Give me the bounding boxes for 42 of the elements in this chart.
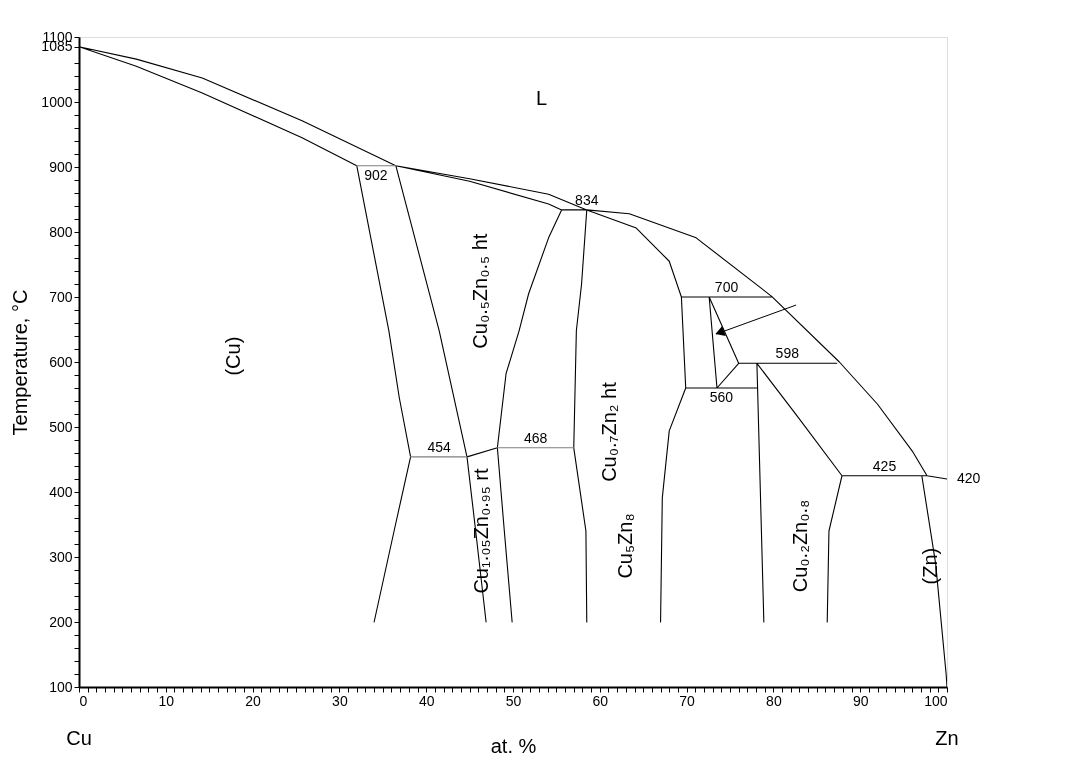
x-tick-label: 30 — [332, 692, 348, 709]
text: Zn — [935, 727, 959, 749]
y-tick-label: 100 — [49, 678, 73, 695]
annotation: 834 — [575, 191, 599, 208]
x-tick-label: 90 — [852, 692, 869, 709]
annotation: Cu₅Zn₈ — [613, 513, 636, 579]
annotation: Cu₁.₀₅Zn₀.₉₅ rt — [469, 467, 492, 594]
y-tick-label: 400 — [49, 483, 73, 500]
annotation: (Zn) — [919, 547, 942, 585]
annotation: 454 — [427, 438, 452, 455]
y-tick-label: 200 — [49, 613, 73, 630]
y-tick-label: 1000 — [41, 93, 73, 110]
annotation: L — [536, 86, 548, 109]
y-tick-label: 300 — [49, 548, 73, 565]
x-tick-label: 10 — [158, 692, 175, 709]
annotation: 598 — [775, 345, 800, 362]
y-axis-title: Temperature, °C — [9, 289, 32, 436]
annotation: (Cu) — [222, 336, 245, 376]
annotation: 468 — [523, 429, 548, 446]
x-tick-label: 100 — [924, 692, 948, 709]
annotation: Cu₀.₇Zn₂ ht — [598, 381, 621, 482]
annotation: Cu₀.₂Zn₀.₈ — [789, 499, 812, 593]
y-tick-label: 800 — [49, 223, 73, 240]
x-tick-label: 70 — [679, 692, 696, 709]
x-axis-title: at. % — [490, 734, 537, 757]
x-tick-label: 0 — [79, 692, 88, 709]
annotation: 425 — [872, 457, 897, 474]
y-tick-label: 900 — [49, 158, 73, 175]
x-tick-label: 80 — [766, 692, 782, 709]
y-tick-label: 700 — [49, 288, 73, 305]
y-tick-label: 600 — [49, 353, 73, 370]
annotation: 420 — [957, 470, 981, 486]
x-tick-label: 40 — [418, 692, 435, 709]
annotation: Cu₀.₅Zn₀.₅ ht — [468, 233, 491, 349]
text: Cu — [66, 727, 92, 749]
x-tick-label: 60 — [592, 692, 609, 709]
y-tick-label: 500 — [49, 418, 73, 435]
x-tick-label: 20 — [245, 692, 262, 709]
annotation: 902 — [364, 166, 388, 183]
annotation: 700 — [714, 279, 739, 295]
annotation: 560 — [709, 389, 734, 405]
x-tick-label: 50 — [505, 692, 522, 709]
